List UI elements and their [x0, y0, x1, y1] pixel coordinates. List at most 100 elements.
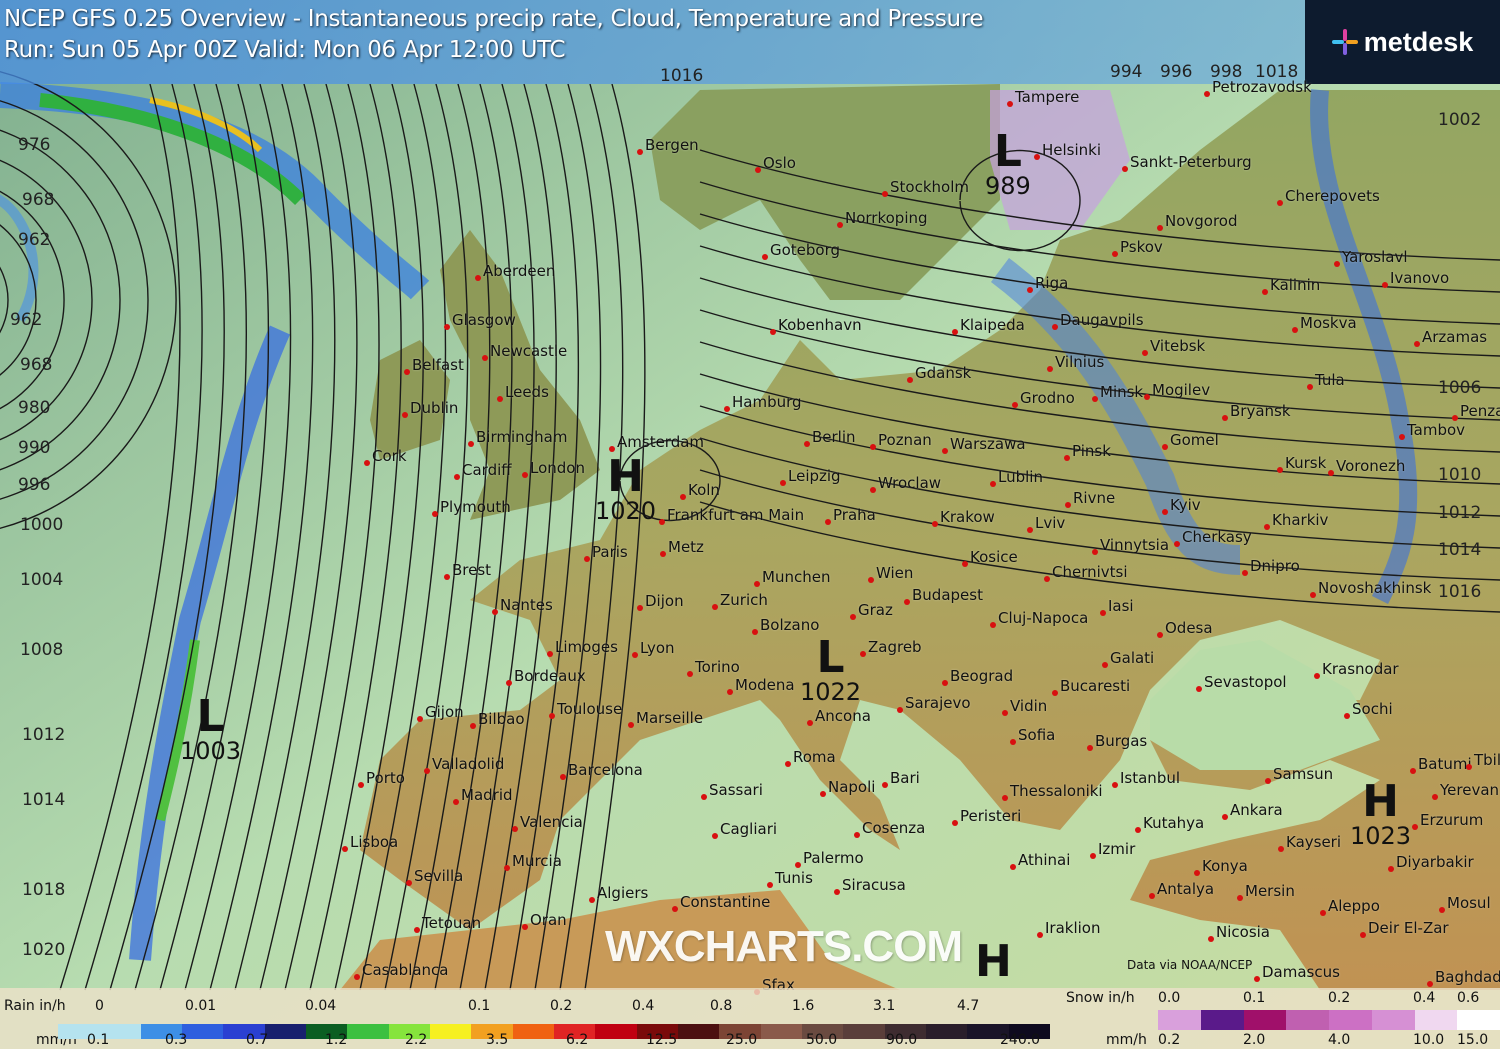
- city-marker: [1007, 101, 1013, 107]
- city-marker: [1102, 662, 1108, 668]
- isobar: [384, 83, 469, 991]
- isobar-label: 1004: [20, 570, 64, 590]
- city-label: Athinai: [1018, 851, 1071, 869]
- city-marker: [1388, 866, 1394, 872]
- rain-mm-tick: 240.0: [1000, 1032, 1041, 1048]
- city-marker: [1092, 396, 1098, 402]
- isobar-label: 1014: [22, 790, 66, 810]
- city-label: Mogilev: [1152, 381, 1211, 399]
- isobar-low-atlantic: [0, 224, 37, 376]
- rain-color-swatch: [678, 1024, 720, 1039]
- city-label: Yerevan: [1440, 781, 1500, 799]
- city-marker: [659, 519, 665, 525]
- city-marker: [868, 577, 874, 583]
- city-label: Oran: [530, 911, 567, 929]
- city-marker: [1174, 541, 1180, 547]
- city-marker: [1310, 592, 1316, 598]
- city-label: Kursk: [1285, 454, 1327, 472]
- city-label: Sankt-Peterburg: [1130, 153, 1252, 171]
- pressure-value: 1023: [1350, 822, 1412, 850]
- city-marker: [1037, 932, 1043, 938]
- rain-color-swatch: [140, 1024, 183, 1039]
- city-label: Leeds: [505, 383, 549, 401]
- city-label: Pinsk: [1072, 442, 1111, 460]
- snow-color-swatch: [1286, 1010, 1330, 1030]
- city-marker: [762, 254, 768, 260]
- city-label: Sevilla: [414, 867, 464, 885]
- city-label: Norrkoping: [845, 209, 928, 227]
- city-label: Sassari: [709, 781, 763, 799]
- isobar: [334, 83, 425, 991]
- city-marker: [1194, 870, 1200, 876]
- city-label: Constantine: [680, 893, 771, 911]
- isobar: [584, 83, 646, 991]
- isobar: [134, 83, 247, 991]
- city-marker: [834, 889, 840, 895]
- high-pressure-center: H: [975, 940, 1012, 984]
- rain-color-swatch: [388, 1024, 431, 1039]
- pressure-value: 1020: [595, 497, 657, 525]
- isobar: [159, 83, 270, 991]
- city-label: Yaroslavl: [1342, 248, 1408, 266]
- city-label: Murcia: [512, 852, 562, 870]
- isobar: [699, 341, 1500, 453]
- isobar: [184, 83, 292, 991]
- city-marker: [907, 377, 913, 383]
- city-marker: [1278, 846, 1284, 852]
- snow-mm-tick: 2.0: [1243, 1032, 1266, 1048]
- city-label: Damascus: [1262, 963, 1340, 981]
- city-marker: [1412, 824, 1418, 830]
- rain-mm-tick: 0.7: [246, 1032, 269, 1048]
- city-marker: [470, 723, 476, 729]
- city-label: Erzurum: [1420, 811, 1484, 829]
- city-marker: [804, 441, 810, 447]
- city-marker: [1204, 91, 1210, 97]
- city-label: Oslo: [763, 154, 796, 172]
- isobar-low-atlantic: [0, 159, 93, 441]
- city-label: Graz: [858, 601, 893, 619]
- city-marker: [1432, 794, 1438, 800]
- city-label: Nicosia: [1216, 923, 1270, 941]
- city-label: Tbilisi: [1474, 751, 1500, 769]
- snow-inch-tick: 0.0: [1158, 990, 1181, 1006]
- city-label: Moskva: [1300, 314, 1357, 332]
- snow-mm-tick: 4.0: [1328, 1032, 1351, 1048]
- city-marker: [952, 329, 958, 335]
- city-marker: [780, 480, 786, 486]
- city-label: Bolzano: [760, 616, 820, 634]
- snow-color-swatch: [1371, 1010, 1415, 1030]
- city-marker: [1157, 632, 1163, 638]
- city-label: Leipzig: [788, 467, 841, 485]
- isobar: [434, 83, 513, 991]
- city-label: Birmingham: [476, 428, 568, 446]
- isobar-label: 1010: [1438, 465, 1482, 485]
- isobar: [109, 83, 225, 991]
- city-marker: [1112, 251, 1118, 257]
- city-label: Aleppo: [1328, 897, 1380, 915]
- city-marker: [560, 774, 566, 780]
- city-marker: [1100, 610, 1106, 616]
- city-label: Budapest: [912, 586, 983, 604]
- city-marker: [952, 820, 958, 826]
- city-marker: [962, 561, 968, 567]
- data-credit: Data via NOAA/NCEP: [1127, 958, 1253, 972]
- city-marker: [1292, 327, 1298, 333]
- isobar: [359, 83, 447, 991]
- city-marker: [468, 441, 474, 447]
- city-label: Zurich: [720, 591, 768, 609]
- isobar-label: 968: [22, 190, 55, 210]
- city-marker: [1034, 154, 1040, 160]
- city-marker: [632, 652, 638, 658]
- city-label: Algiers: [597, 884, 649, 902]
- snow-color-swatch: [1414, 1010, 1458, 1030]
- city-label: Lisboa: [350, 833, 399, 851]
- city-marker: [1010, 739, 1016, 745]
- city-label: Barcelona: [568, 761, 643, 779]
- city-marker: [1314, 673, 1320, 679]
- isobar-label: 1002: [1438, 110, 1482, 130]
- city-label: Warszawa: [950, 435, 1026, 453]
- run-valid-time: Run: Sun 05 Apr 00Z Valid: Mon 06 Apr 12…: [4, 37, 566, 63]
- city-label: Bari: [890, 769, 920, 787]
- city-marker: [712, 604, 718, 610]
- city-label: Paris: [592, 543, 628, 561]
